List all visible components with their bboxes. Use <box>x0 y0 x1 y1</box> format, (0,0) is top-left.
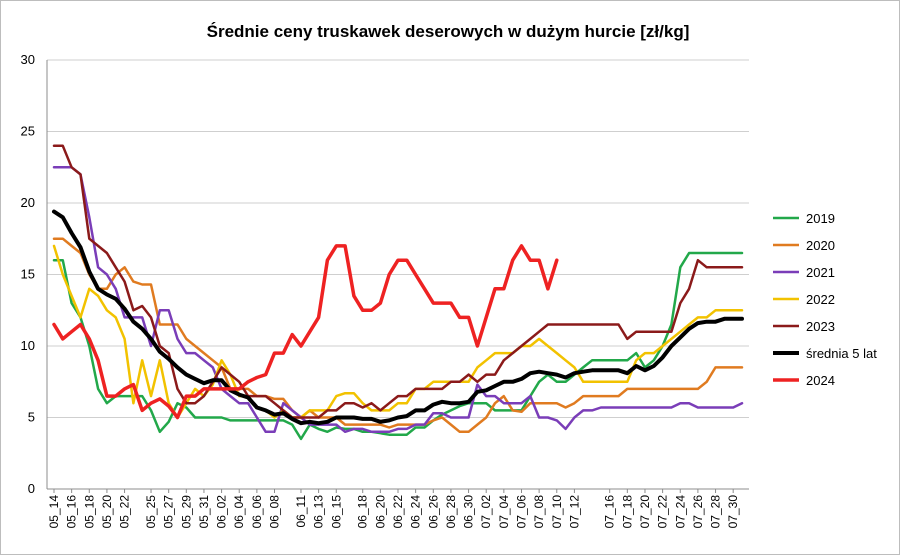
x-tick-label: 05_20 <box>100 495 114 529</box>
x-tick-label: 06_28 <box>444 495 458 529</box>
legend-label: 2024 <box>806 373 835 388</box>
x-tick-label: 06_20 <box>373 495 387 529</box>
x-tick-label: 07_12 <box>567 495 581 529</box>
y-tick-label: 15 <box>21 267 35 282</box>
series-line-2022 <box>52 244 744 419</box>
y-tick-label: 20 <box>21 195 35 210</box>
x-tick-label: 06_06 <box>250 495 264 529</box>
x-tick-label: 07_28 <box>709 495 723 529</box>
x-tick-label: 06_26 <box>426 495 440 529</box>
series-line-2023 <box>52 144 744 419</box>
x-tick-label: 06_30 <box>462 495 476 529</box>
x-tick-label: 05_29 <box>179 495 193 529</box>
y-tick-label: 25 <box>21 124 35 139</box>
x-tick-label: 07_08 <box>532 495 546 529</box>
x-tick-label: 07_04 <box>497 495 511 529</box>
chart-title: Średnie ceny truskawek deserowych w duży… <box>207 22 690 41</box>
y-tick-label: 30 <box>21 52 35 67</box>
x-axis-ticks: 05_14 05_16 05_18 05_20 05_22 05_25 05_27 05_29… <box>47 489 740 528</box>
x-tick-label: 06_08 <box>268 495 282 529</box>
x-tick-label: 06_18 <box>356 495 370 529</box>
series-lines <box>52 144 744 441</box>
x-tick-label: 07_06 <box>514 495 528 529</box>
gridlines <box>47 59 749 418</box>
legend-label: 2022 <box>806 292 835 307</box>
x-tick-label: 07_10 <box>550 495 564 529</box>
y-tick-label: 0 <box>28 481 35 496</box>
x-tick-label: 05_31 <box>197 495 211 529</box>
x-tick-label: 06_04 <box>232 495 246 529</box>
x-tick-label: 05_27 <box>162 495 176 529</box>
y-axis-ticks: 0 5 10 15 20 25 30 <box>21 52 35 496</box>
x-tick-label: 07_20 <box>638 495 652 529</box>
x-tick-label: 05_14 <box>47 495 61 529</box>
series-line-2021 <box>52 166 744 434</box>
x-tick-label: 07_18 <box>620 495 634 529</box>
x-tick-label: 06_15 <box>329 495 343 529</box>
x-tick-label: 06_22 <box>391 495 405 529</box>
x-tick-label: 06_11 <box>294 495 308 528</box>
legend-label: średnia 5 lat <box>806 346 877 361</box>
series-line-średnia-5-lat <box>52 209 744 426</box>
x-tick-label: 07_22 <box>656 495 670 529</box>
series-line-2019 <box>52 251 744 441</box>
x-tick-label: 07_30 <box>726 495 740 529</box>
x-tick-label: 07_02 <box>479 495 493 529</box>
legend: 2019 2020 2021 2022 2023 średnia 5 lat 2024 <box>773 211 877 388</box>
x-tick-label: 07_26 <box>691 495 705 529</box>
x-tick-label: 07_24 <box>673 495 687 529</box>
x-tick-label: 06_24 <box>409 495 423 529</box>
legend-label: 2021 <box>806 265 835 280</box>
y-tick-label: 10 <box>21 338 35 353</box>
legend-label: 2023 <box>806 319 835 334</box>
x-tick-label: 06_13 <box>312 495 326 529</box>
x-tick-label: 07_16 <box>603 495 617 529</box>
y-tick-label: 5 <box>28 410 35 425</box>
x-tick-label: 06_02 <box>215 495 229 529</box>
x-tick-label: 05_16 <box>65 495 79 529</box>
x-tick-label: 05_22 <box>118 495 132 529</box>
series-line-2020 <box>52 237 744 434</box>
x-tick-label: 05_18 <box>82 495 96 529</box>
legend-label: 2019 <box>806 211 835 226</box>
x-tick-label: 05_25 <box>144 495 158 529</box>
series-line-2024 <box>52 244 559 420</box>
legend-label: 2020 <box>806 238 835 253</box>
